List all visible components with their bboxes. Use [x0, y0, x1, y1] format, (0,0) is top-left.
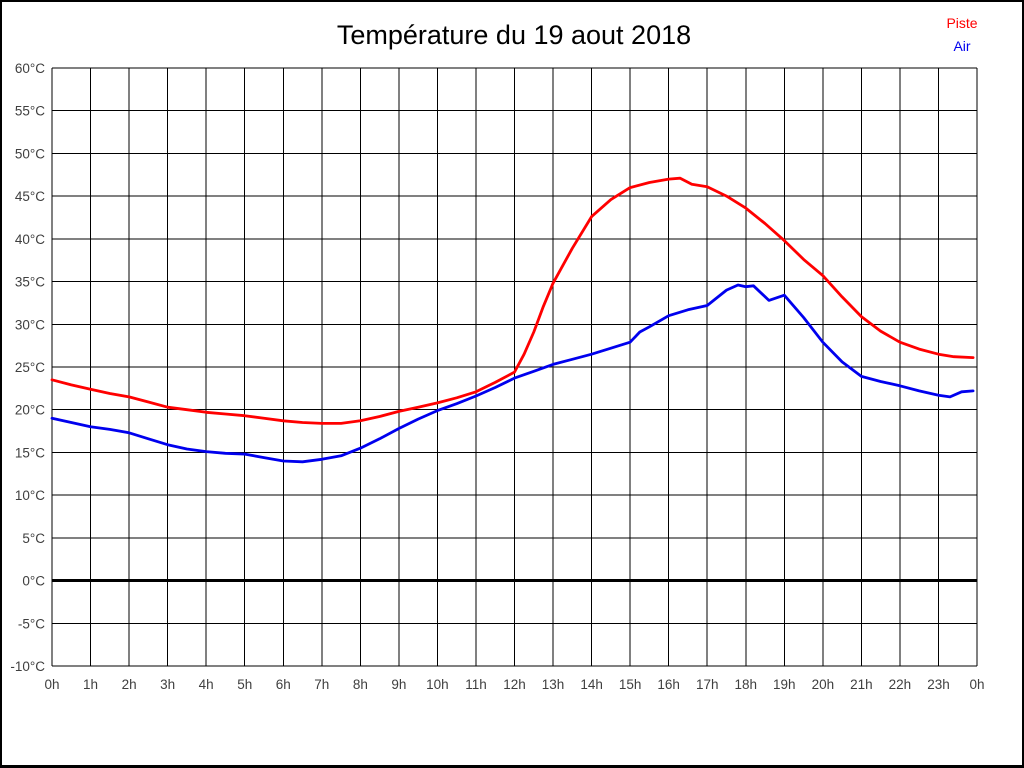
x-tick-label: 0h	[44, 677, 59, 692]
y-tick-label: 25°C	[15, 360, 45, 375]
y-tick-label: -10°C	[10, 659, 45, 674]
x-tick-label: 21h	[850, 677, 873, 692]
piste-line	[50, 176, 975, 425]
y-tick-labels: 60°C 55°C 50°C 45°C 40°C 35°C 30°C 25°C 20°C 15°C…	[10, 61, 45, 674]
x-tick-label: 6h	[276, 677, 291, 692]
x-tick-label: 2h	[122, 677, 137, 692]
y-tick-label: 20°C	[15, 403, 45, 418]
y-tick-label: 10°C	[15, 488, 45, 503]
x-tick-label: 13h	[542, 677, 565, 692]
chart-title: Température du 19 aout 2018	[336, 20, 692, 50]
x-tick-label: 16h	[657, 677, 680, 692]
y-tick-label: 5°C	[22, 531, 45, 546]
x-tick-label: 9h	[391, 677, 406, 692]
y-tick-label: 50°C	[15, 146, 45, 161]
y-tick-label: 40°C	[15, 232, 45, 247]
x-tick-label: 18h	[734, 677, 757, 692]
x-tick-label: 3h	[160, 677, 175, 692]
y-tick-label: -5°C	[18, 616, 45, 631]
x-tick-label: 1h	[83, 677, 98, 692]
y-tick-label: 30°C	[15, 317, 45, 332]
x-tick-label: 11h	[465, 677, 487, 692]
x-tick-label: 12h	[503, 677, 526, 692]
x-tick-label: 20h	[812, 677, 835, 692]
y-tick-label: 45°C	[15, 189, 45, 204]
x-tick-label: 14h	[580, 677, 603, 692]
legend-entry-air: Air	[953, 38, 971, 54]
x-tick-label: 17h	[696, 677, 719, 692]
x-tick-label: 22h	[889, 677, 912, 692]
x-tick-label: 10h	[426, 677, 449, 692]
y-tick-label: 15°C	[15, 445, 45, 460]
x-tick-label: 4h	[199, 677, 214, 692]
grid	[51, 67, 978, 667]
y-tick-label: 55°C	[15, 104, 45, 119]
y-tick-label: 0°C	[22, 574, 45, 589]
y-tick-label: 60°C	[15, 61, 45, 76]
air-line	[50, 283, 975, 464]
y-tick-label: 35°C	[15, 275, 45, 290]
x-tick-label: 5h	[237, 677, 252, 692]
x-tick-label: 8h	[353, 677, 368, 692]
legend: Piste Air	[930, 12, 994, 58]
x-tick-label: 7h	[314, 677, 329, 692]
x-tick-labels: 0h 1h 2h 3h 4h 5h 6h 7h 8h 9h 10h 11h 12h 13h 14h 15h 16…	[44, 677, 984, 692]
legend-entry-piste: Piste	[946, 15, 978, 31]
x-tick-label: 23h	[927, 677, 950, 692]
x-tick-label: 19h	[773, 677, 796, 692]
x-tick-label: 0h	[969, 677, 984, 692]
x-tick-label: 15h	[619, 677, 642, 692]
